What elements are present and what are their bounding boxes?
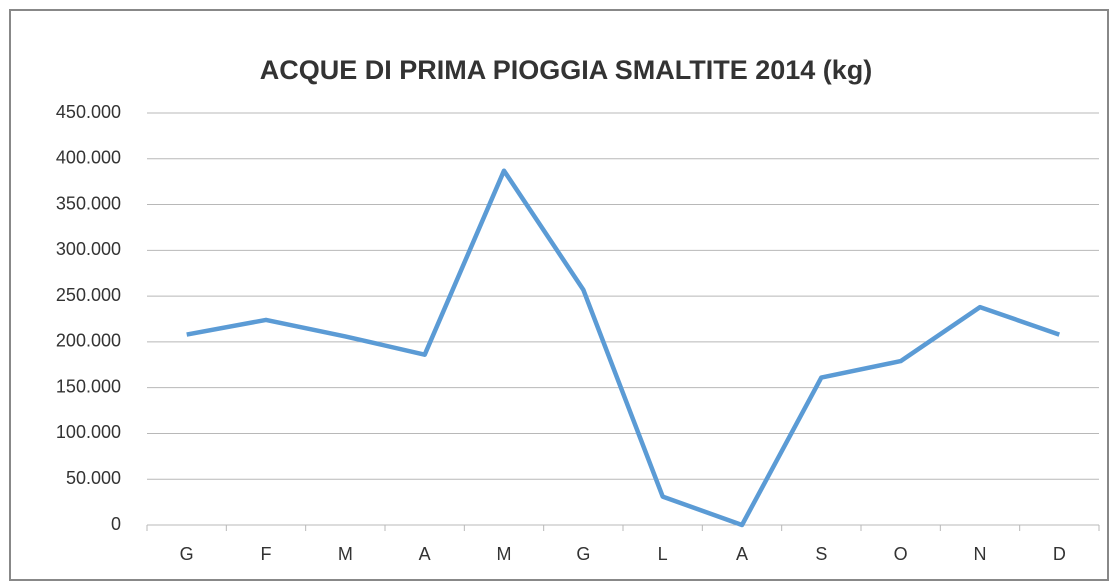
data-line [186, 168, 1061, 528]
x-tick-label: F [261, 544, 272, 564]
y-tick-label: 400.000 [56, 148, 121, 168]
y-tick-label: 100.000 [56, 422, 121, 442]
y-tick-label: 450.000 [56, 102, 121, 122]
x-tick-label: G [576, 544, 590, 564]
x-tick-label: O [894, 544, 908, 564]
x-tick-label: M [338, 544, 353, 564]
x-tick-label: L [658, 544, 668, 564]
x-tick-label: S [815, 544, 827, 564]
y-tick-label: 300.000 [56, 239, 121, 259]
x-tick-label: G [180, 544, 194, 564]
y-tick-label: 150.000 [56, 376, 121, 396]
x-tick-label: D [1053, 544, 1066, 564]
y-tick-label: 50.000 [66, 468, 121, 488]
y-tick-label: 0 [111, 514, 121, 534]
x-tick-label: A [736, 544, 748, 564]
chart-title: ACQUE DI PRIMA PIOGGIA SMALTITE 2014 (kg… [260, 55, 873, 85]
x-tick-label: A [419, 544, 431, 564]
y-tick-label: 250.000 [56, 285, 121, 305]
x-tick-label: M [497, 544, 512, 564]
y-tick-label: 200.000 [56, 331, 121, 351]
chart-frame [9, 9, 1109, 581]
y-tick-label: 350.000 [56, 193, 121, 213]
x-tick-label: N [974, 544, 987, 564]
